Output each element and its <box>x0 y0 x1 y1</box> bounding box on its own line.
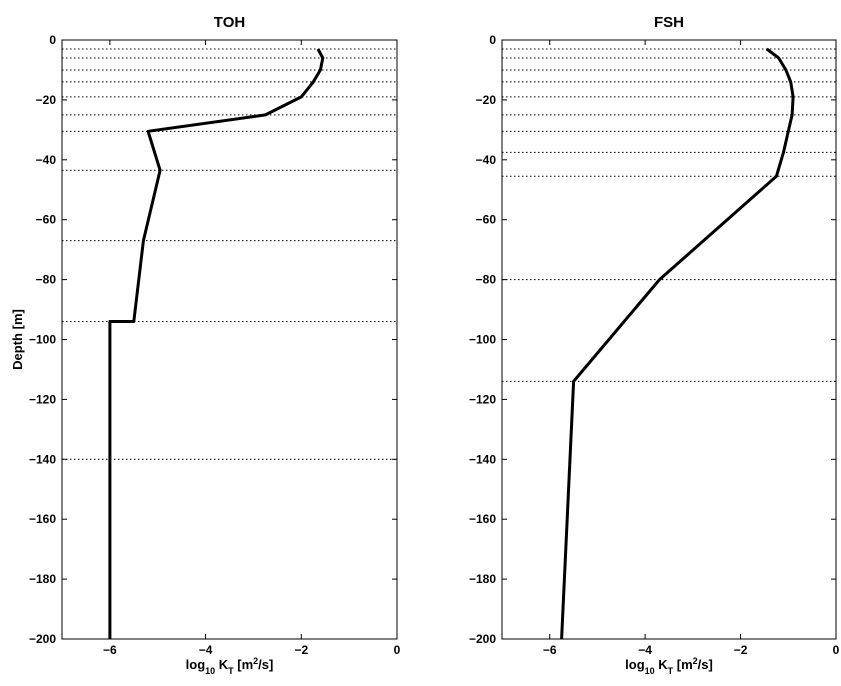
y-tick-label-toh-1: −20 <box>36 93 57 107</box>
chart-title-fsh: FSH <box>654 14 684 31</box>
panel-toh: 0−20−40−60−80−100−120−140−160−180−200−6−… <box>10 14 401 676</box>
x-axis-label-part: 10 <box>645 666 655 676</box>
y-tick-label-toh-5: −100 <box>29 333 56 347</box>
x-axis-label-part: T <box>228 666 234 676</box>
y-tick-label-fsh-7: −140 <box>469 452 496 466</box>
x-tick-label-fsh-0: −6 <box>543 643 557 657</box>
x-axis-label-part: 2 <box>693 656 698 666</box>
x-tick-label-toh-0: −6 <box>103 643 117 657</box>
x-axis-label-part: [m <box>673 657 693 672</box>
x-axis-label-part: log <box>186 657 206 672</box>
y-tick-label-fsh-2: −40 <box>476 153 497 167</box>
y-tick-label-toh-6: −120 <box>29 392 56 406</box>
plot-frame-fsh <box>501 39 837 640</box>
y-tick-label-fsh-6: −120 <box>469 392 496 406</box>
y-tick-label-fsh-5: −100 <box>469 333 496 347</box>
x-tick-label-toh-3: 0 <box>394 643 401 657</box>
x-axis-label-part: 2 <box>253 656 258 666</box>
x-axis-label-toh: log10 KT [m2/s] <box>186 656 274 676</box>
plot-frame-toh <box>61 39 398 640</box>
profile-line-fsh-0 <box>560 47 795 640</box>
x-axis-label-part: K <box>655 657 669 672</box>
y-tick-label-toh-0: 0 <box>49 33 56 47</box>
y-tick-label-fsh-1: −20 <box>476 93 497 107</box>
x-tick-label-fsh-2: −2 <box>734 643 748 657</box>
x-axis-label-part: 10 <box>205 666 215 676</box>
y-tick-label-toh-8: −160 <box>29 512 56 526</box>
panel-fsh: 0−20−40−60−80−100−120−140−160−180−200−6−… <box>469 14 840 676</box>
y-tick-label-fsh-9: −180 <box>469 572 496 586</box>
chart-title-toh: TOH <box>214 14 245 31</box>
y-tick-label-toh-3: −60 <box>36 213 57 227</box>
y-axis-label-toh: Depth [m] <box>10 309 25 370</box>
y-tick-label-fsh-3: −60 <box>476 213 497 227</box>
y-tick-label-fsh-10: −200 <box>469 632 496 646</box>
x-axis-label-part: K <box>215 657 229 672</box>
y-tick-label-toh-2: −40 <box>36 153 57 167</box>
x-axis-label-part: /s] <box>698 657 713 672</box>
x-tick-label-fsh-3: 0 <box>833 643 840 657</box>
y-tick-label-toh-7: −140 <box>29 452 56 466</box>
x-axis-label-part: log <box>625 657 645 672</box>
x-tick-label-toh-1: −4 <box>199 643 213 657</box>
x-tick-label-toh-2: −2 <box>294 643 308 657</box>
y-tick-label-fsh-0: 0 <box>489 33 496 47</box>
y-tick-label-toh-4: −80 <box>36 273 57 287</box>
x-axis-label-part: T <box>668 666 674 676</box>
y-tick-label-toh-10: −200 <box>29 632 56 646</box>
y-tick-label-fsh-4: −80 <box>476 273 497 287</box>
y-tick-label-toh-9: −180 <box>29 572 56 586</box>
y-tick-label-fsh-8: −160 <box>469 512 496 526</box>
x-axis-label-part: [m <box>234 657 254 672</box>
x-tick-label-fsh-1: −4 <box>638 643 652 657</box>
profile-line-toh-0 <box>108 48 325 639</box>
x-axis-label-part: /s] <box>258 657 273 672</box>
x-axis-label-fsh: log10 KT [m2/s] <box>625 656 713 676</box>
